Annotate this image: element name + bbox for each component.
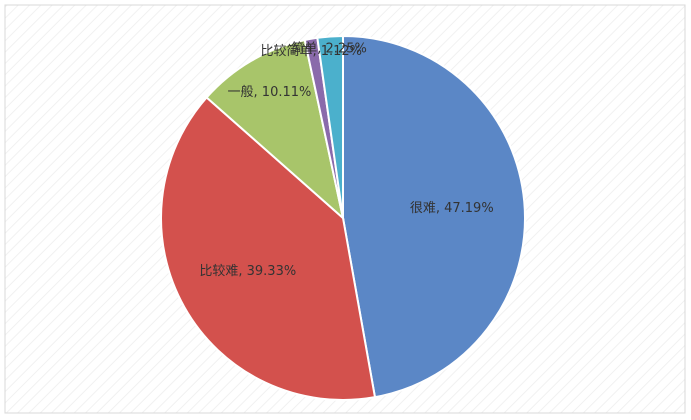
data-label: 比较简单, 1.12% <box>260 43 362 59</box>
pie <box>159 34 527 401</box>
data-label: 很难, 47.19% <box>410 201 494 216</box>
data-label: 一般, 10.11% <box>228 84 312 100</box>
pie-slice <box>159 96 377 401</box>
pie-slice <box>316 34 344 219</box>
pie-slice <box>205 38 345 221</box>
data-label: 简单, 2.25% <box>291 41 367 57</box>
data-label: 比较难, 39.33% <box>199 264 296 279</box>
labels: 很难, 47.19% 比较难, 39.33% 一般, 10.11% 比较简单, 1.1… <box>199 41 493 279</box>
pie-slice <box>342 34 527 399</box>
